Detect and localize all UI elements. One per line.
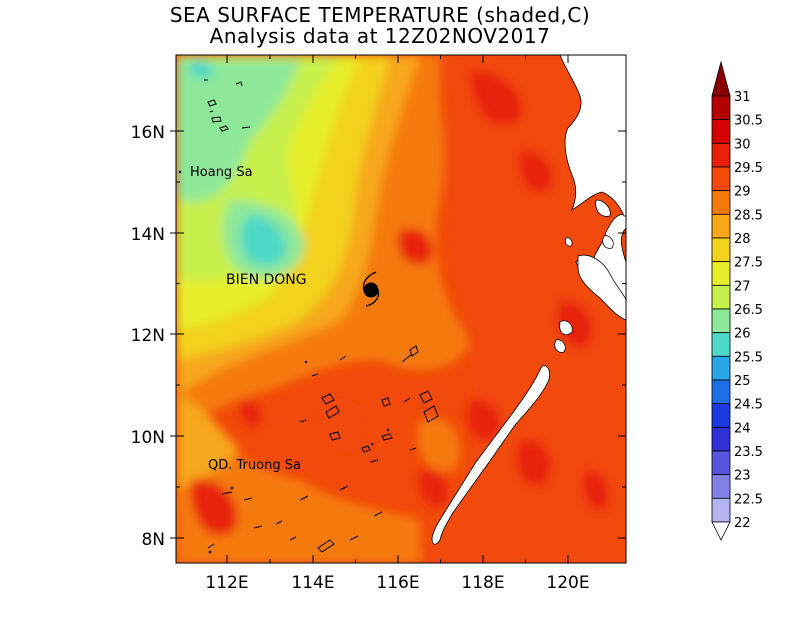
x-tick-label: 116E [376, 573, 419, 593]
y-tick-label: 16N [131, 123, 165, 143]
colorbar-swatch [711, 332, 731, 357]
colorbar-swatch [711, 213, 731, 239]
x-axis-labels: 112E 114E 116E 118E 120E [205, 573, 589, 593]
colorbar-label: 26 [734, 327, 751, 342]
sst-shaded-field [176, 55, 626, 563]
colorbar: 31 30.5 30 29.5 29 28.5 28 27.5 27 26.5 26 25.5 25 24… [711, 60, 763, 541]
colorbar-label: 31 [734, 90, 751, 105]
place-label-hoang-sa: Hoang Sa [190, 165, 253, 180]
colorbar-label: 24 [734, 421, 751, 436]
colorbar-label: 25 [734, 374, 751, 389]
chart-subtitle: Analysis data at 12Z02NOV2017 [209, 24, 551, 48]
map-frame [175, 54, 627, 564]
colorbar-label: 29.5 [734, 161, 763, 176]
colorbar-swatch [711, 284, 731, 310]
island-dots [178, 170, 390, 554]
colorbar-swatch [711, 261, 731, 286]
colorbar-swatch [711, 142, 731, 168]
colorbar-swatch [711, 379, 731, 405]
x-tick-label: 114E [291, 573, 334, 593]
colorbar-label: 27 [734, 279, 751, 294]
colorbar-label: 24.5 [734, 398, 763, 413]
colorbar-label: 28 [734, 232, 751, 247]
colorbar-label: 25.5 [734, 350, 763, 365]
x-tick-label: 112E [205, 573, 248, 593]
colorbar-arrow-top [711, 60, 731, 97]
colorbar-label: 30.5 [734, 114, 763, 129]
colorbar-label: 28.5 [734, 208, 763, 223]
x-tick-label: 118E [461, 573, 504, 593]
tropical-storm-icon [362, 271, 380, 307]
colorbar-swatch [711, 355, 731, 381]
y-tick-label: 14N [131, 225, 165, 245]
y-tick-label: 10N [131, 428, 165, 448]
y-axis-labels: 16N 14N 12N 10N 8N [131, 123, 165, 550]
colorbar-label: 30 [734, 137, 751, 152]
colorbar-swatch [711, 497, 731, 523]
colorbar-label: 22 [734, 516, 751, 531]
place-label-truong-sa: QD. Truong Sa [208, 458, 301, 473]
colorbar-swatch [711, 166, 731, 192]
colorbar-arrow-bottom [711, 521, 731, 541]
colorbar-swatch [711, 308, 731, 334]
colorbar-swatch [711, 190, 731, 215]
land-mass [431, 55, 626, 545]
colorbar-swatch [711, 426, 731, 452]
y-tick-label: 8N [141, 530, 165, 550]
colorbar-label: 23 [734, 469, 751, 484]
colorbar-swatch [711, 474, 731, 499]
colorbar-swatch [711, 119, 731, 144]
colorbar-swatch [711, 95, 731, 121]
island-outlines [204, 79, 439, 553]
colorbar-swatch [711, 450, 731, 476]
x-tick-label: 120E [546, 573, 589, 593]
colorbar-label: 22.5 [734, 492, 763, 507]
colorbar-label: 23.5 [734, 445, 763, 460]
y-tick-label: 12N [131, 326, 165, 346]
colorbar-label: 29 [734, 185, 751, 200]
colorbar-swatch [711, 403, 731, 428]
place-label-bien-dong: BIEN DONG [226, 272, 307, 288]
colorbar-label: 26.5 [734, 303, 763, 318]
chart-title: SEA SURFACE TEMPERATURE (shaded,C) [169, 3, 591, 27]
colorbar-swatch [711, 237, 731, 263]
axis-ticks [170, 55, 626, 563]
colorbar-label: 27.5 [734, 256, 763, 271]
